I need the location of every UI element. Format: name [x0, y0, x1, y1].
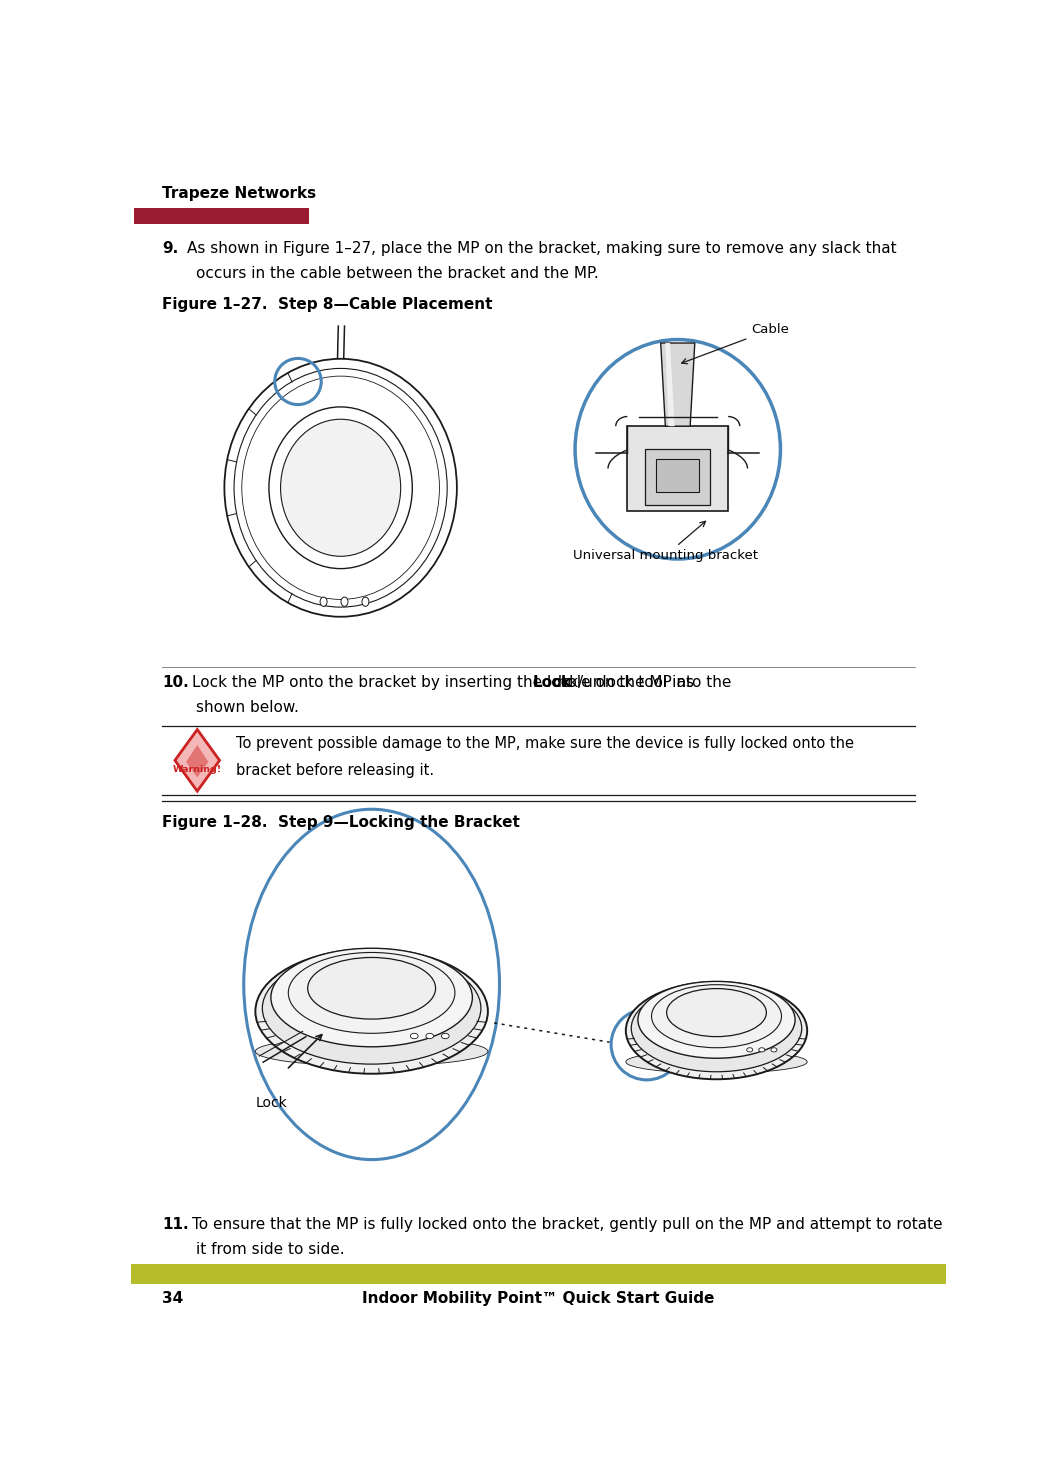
Ellipse shape	[308, 957, 435, 1019]
Ellipse shape	[341, 597, 348, 607]
Text: Universal mounting bracket: Universal mounting bracket	[573, 522, 758, 561]
Ellipse shape	[224, 359, 457, 617]
Ellipse shape	[321, 597, 327, 607]
Text: Cable: Cable	[682, 324, 789, 364]
Ellipse shape	[632, 985, 802, 1072]
Ellipse shape	[625, 1051, 807, 1073]
Text: shown below.: shown below.	[197, 701, 300, 715]
Polygon shape	[665, 343, 675, 427]
Text: 11.: 11.	[162, 1217, 189, 1231]
Ellipse shape	[652, 985, 782, 1048]
Text: Warning!: Warning!	[172, 765, 222, 774]
Text: it from side to side.: it from side to side.	[197, 1242, 345, 1258]
Polygon shape	[186, 745, 208, 777]
FancyBboxPatch shape	[627, 427, 728, 510]
Ellipse shape	[362, 597, 369, 607]
Ellipse shape	[666, 988, 766, 1036]
Text: To ensure that the MP is fully locked onto the bracket, gently pull on the MP an: To ensure that the MP is fully locked on…	[192, 1217, 943, 1231]
Ellipse shape	[234, 368, 447, 607]
Text: Lock: Lock	[255, 1097, 287, 1110]
Ellipse shape	[288, 953, 455, 1034]
Polygon shape	[174, 730, 220, 792]
Text: Figure 1–28.  Step 9—Locking the Bracket: Figure 1–28. Step 9—Locking the Bracket	[162, 815, 520, 830]
Ellipse shape	[271, 949, 472, 1047]
Text: 34: 34	[162, 1292, 184, 1306]
Bar	[131, 1264, 946, 1284]
Ellipse shape	[281, 419, 400, 556]
Ellipse shape	[638, 981, 796, 1058]
Text: To prevent possible damage to the MP, make sure the device is fully locked onto : To prevent possible damage to the MP, ma…	[236, 736, 854, 752]
FancyBboxPatch shape	[656, 459, 700, 491]
Text: Lock: Lock	[532, 674, 572, 690]
Ellipse shape	[770, 1048, 777, 1053]
Ellipse shape	[255, 949, 488, 1073]
Ellipse shape	[426, 1034, 434, 1039]
Text: occurs in the cable between the bracket and the MP.: occurs in the cable between the bracket …	[197, 265, 599, 281]
Text: Figure 1–27.  Step 8—Cable Placement: Figure 1–27. Step 8—Cable Placement	[162, 296, 493, 312]
Ellipse shape	[263, 953, 481, 1064]
Text: 9.: 9.	[162, 242, 179, 257]
Text: As shown in Figure 1–27, place the MP on the bracket, making sure to remove any : As shown in Figure 1–27, place the MP on…	[187, 242, 897, 257]
Ellipse shape	[255, 1036, 488, 1066]
Text: bracket before releasing it.: bracket before releasing it.	[236, 762, 434, 777]
Ellipse shape	[759, 1048, 765, 1053]
Ellipse shape	[269, 408, 412, 569]
FancyBboxPatch shape	[645, 449, 710, 504]
Text: Lock the MP onto the bracket by inserting the lock/unlock tool into the: Lock the MP onto the bracket by insertin…	[192, 674, 736, 690]
Polygon shape	[661, 343, 695, 427]
Text: Indoor Mobility Point™ Quick Start Guide: Indoor Mobility Point™ Quick Start Guide	[363, 1292, 715, 1306]
Ellipse shape	[410, 1034, 418, 1039]
Ellipse shape	[575, 340, 781, 559]
Ellipse shape	[242, 377, 439, 600]
Ellipse shape	[625, 982, 807, 1079]
Text: Trapeze Networks: Trapeze Networks	[162, 186, 316, 201]
Ellipse shape	[746, 1048, 753, 1053]
Bar	[135, 208, 309, 224]
Text: 10.: 10.	[162, 674, 189, 690]
Ellipse shape	[441, 1034, 449, 1039]
Text: hole on the MP as: hole on the MP as	[553, 674, 695, 690]
